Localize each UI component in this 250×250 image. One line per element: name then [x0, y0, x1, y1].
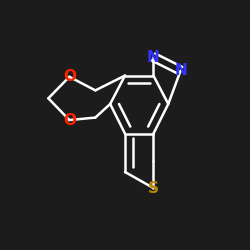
Text: N: N [174, 63, 187, 78]
Text: O: O [63, 69, 76, 84]
Text: O: O [63, 112, 76, 128]
Text: S: S [148, 180, 159, 196]
Text: N: N [147, 50, 160, 64]
